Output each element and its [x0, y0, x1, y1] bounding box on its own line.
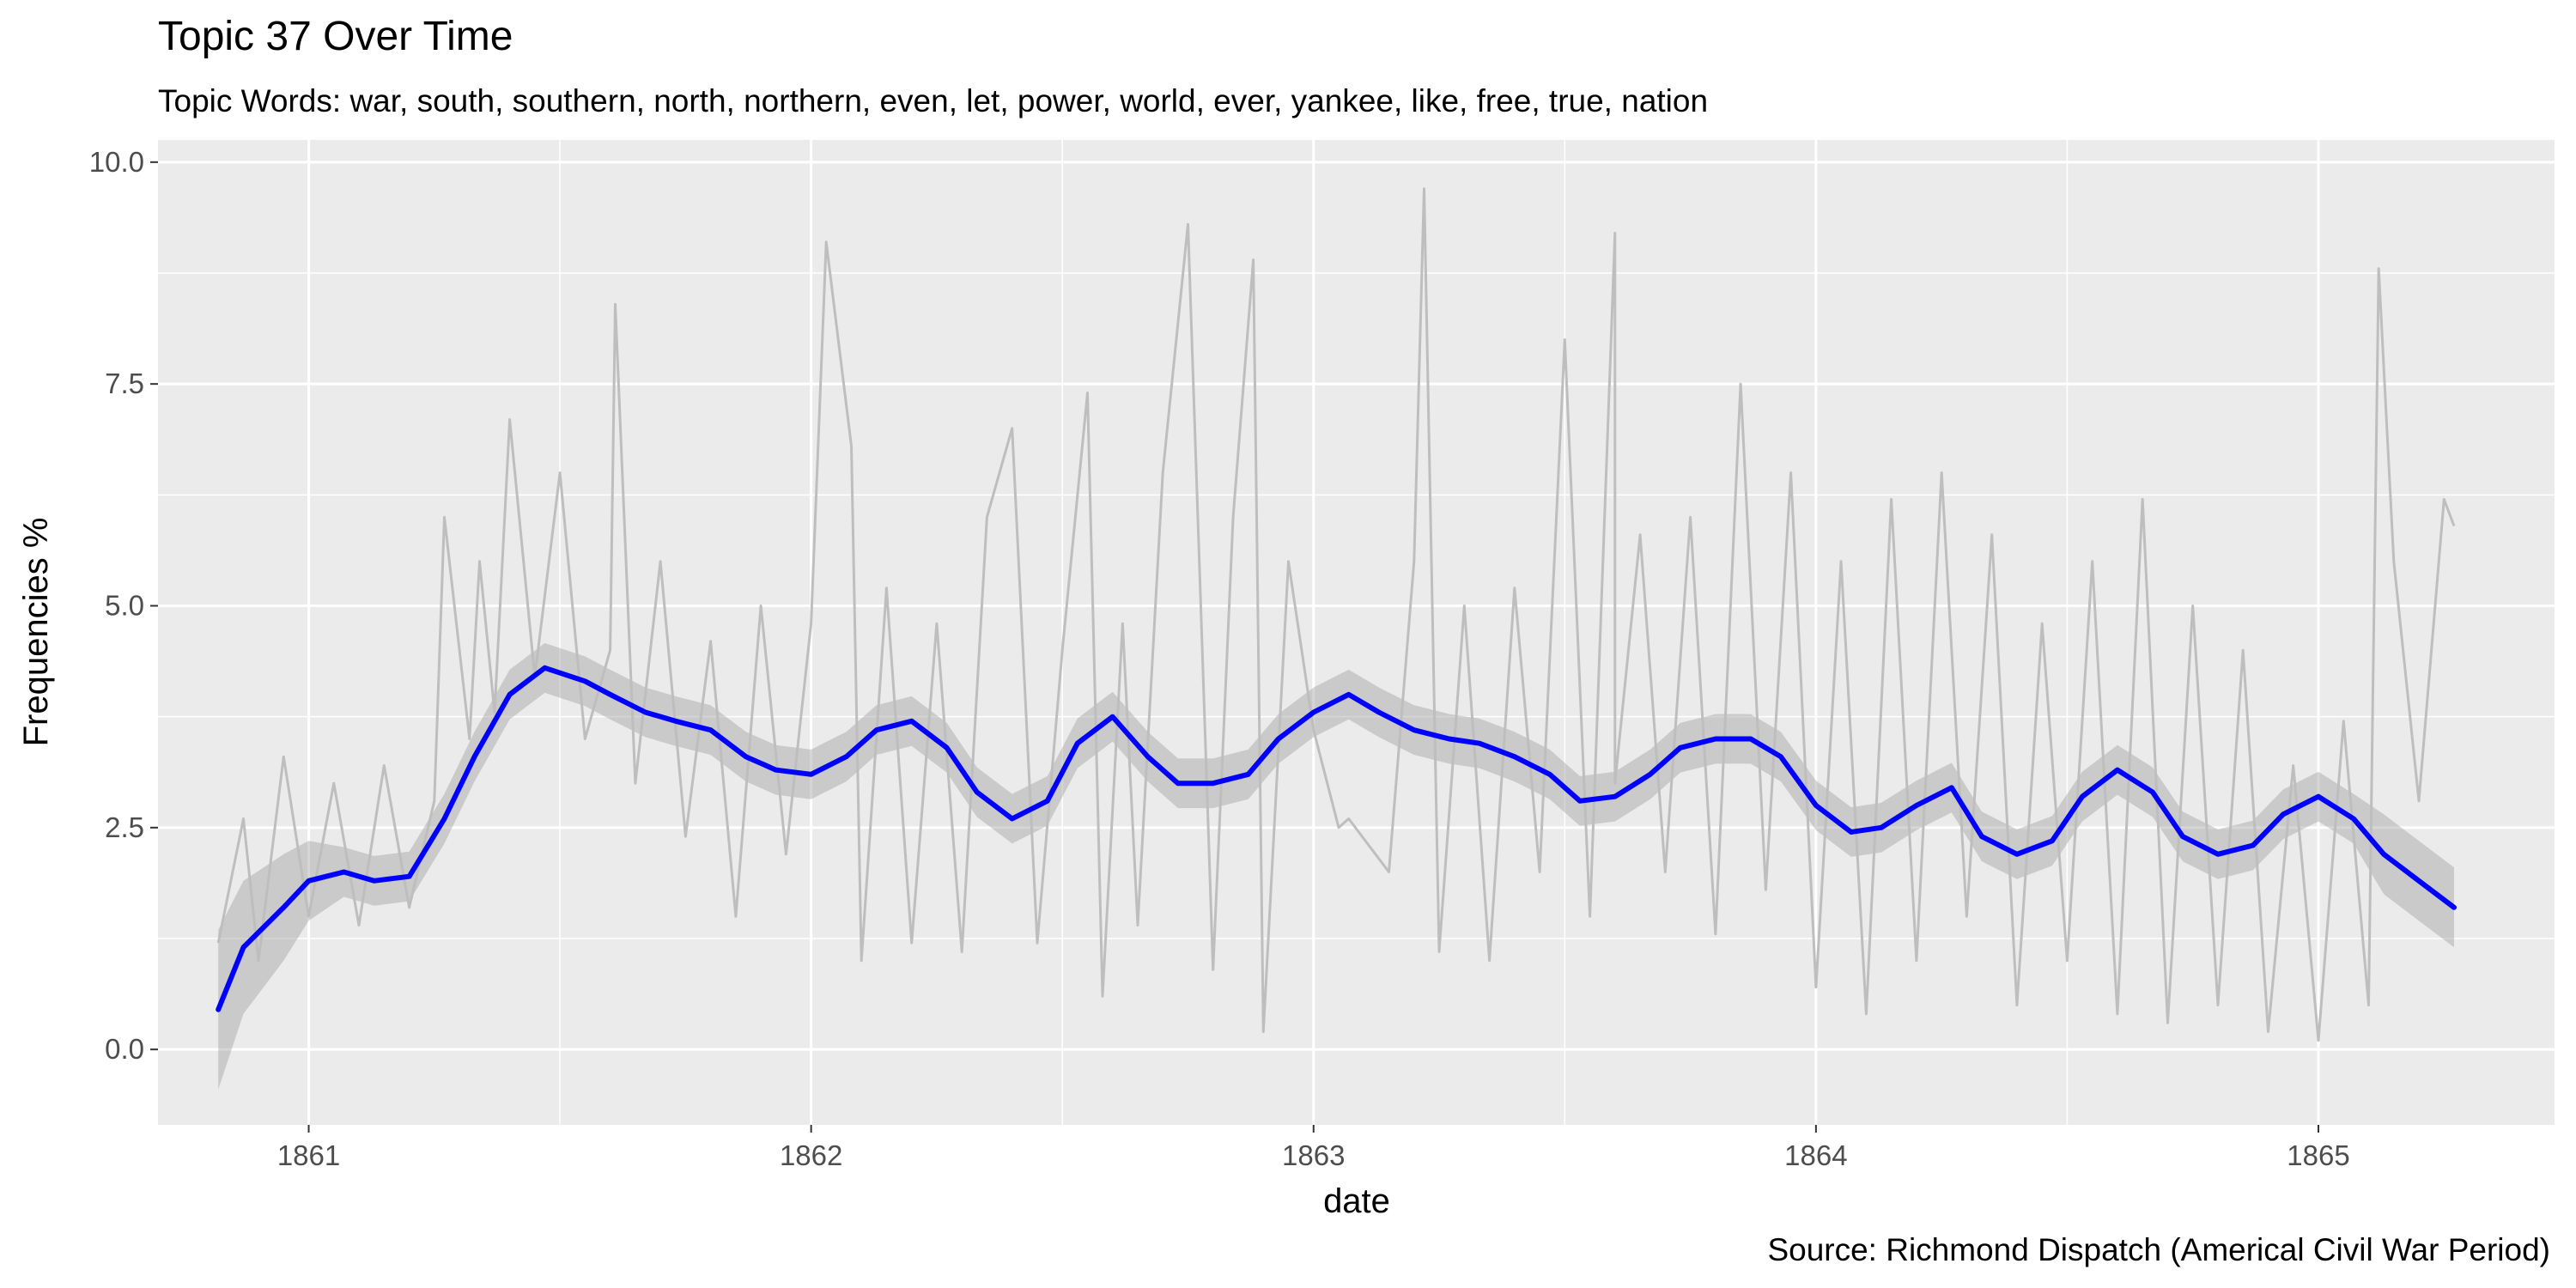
y-tick-label: 7.5	[105, 368, 144, 399]
y-axis-label: Frequencies %	[17, 518, 55, 747]
chart-caption: Source: Richmond Dispatch (Americal Civi…	[1767, 1232, 2550, 1267]
smoothed-series-line	[216, 665, 2457, 1012]
x-axis-label: date	[1323, 1182, 1390, 1220]
y-axis-ticks: 0.0 2.5 5.0 7.5 10.0	[89, 146, 158, 1065]
raw-series	[216, 187, 2456, 1042]
x-tick-label: 1865	[2287, 1139, 2349, 1171]
x-tick-label: 1862	[780, 1139, 842, 1171]
x-tick-label: 1863	[1282, 1139, 1345, 1171]
smoothed-series	[216, 665, 2457, 1012]
raw-series-line	[216, 187, 2456, 1042]
y-tick-label: 10.0	[89, 146, 144, 178]
chart-title: Topic 37 Over Time	[158, 14, 513, 59]
x-tick-label: 1861	[277, 1139, 340, 1171]
y-tick-label: 5.0	[105, 590, 144, 622]
x-axis-ticks: 1861 1862 1863 1864 1865	[277, 1125, 2350, 1171]
x-tick-label: 1864	[1784, 1139, 1847, 1171]
y-tick-label: 2.5	[105, 811, 144, 843]
chart-subtitle: Topic Words: war, south, southern, north…	[158, 83, 1708, 118]
plot-panel	[158, 140, 2555, 1125]
y-tick-label: 0.0	[105, 1033, 144, 1065]
